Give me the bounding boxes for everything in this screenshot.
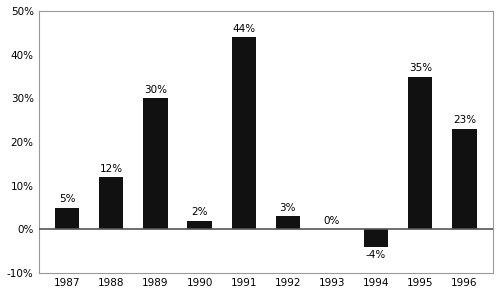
Text: 44%: 44% bbox=[232, 24, 256, 34]
Text: 5%: 5% bbox=[59, 194, 76, 204]
Text: 30%: 30% bbox=[144, 85, 167, 95]
Text: 0%: 0% bbox=[324, 216, 340, 226]
Bar bbox=[452, 129, 476, 230]
Text: 2%: 2% bbox=[192, 207, 208, 217]
Bar bbox=[408, 76, 432, 230]
Text: 12%: 12% bbox=[100, 163, 123, 173]
Bar bbox=[364, 230, 388, 247]
Bar bbox=[276, 216, 300, 230]
Text: 23%: 23% bbox=[453, 115, 476, 125]
Text: -4%: -4% bbox=[366, 250, 386, 260]
Text: 3%: 3% bbox=[280, 203, 296, 213]
Bar bbox=[232, 37, 256, 230]
Bar bbox=[144, 98, 168, 230]
Bar bbox=[55, 208, 80, 230]
Bar bbox=[188, 221, 212, 230]
Bar bbox=[99, 177, 124, 230]
Text: 35%: 35% bbox=[408, 63, 432, 73]
